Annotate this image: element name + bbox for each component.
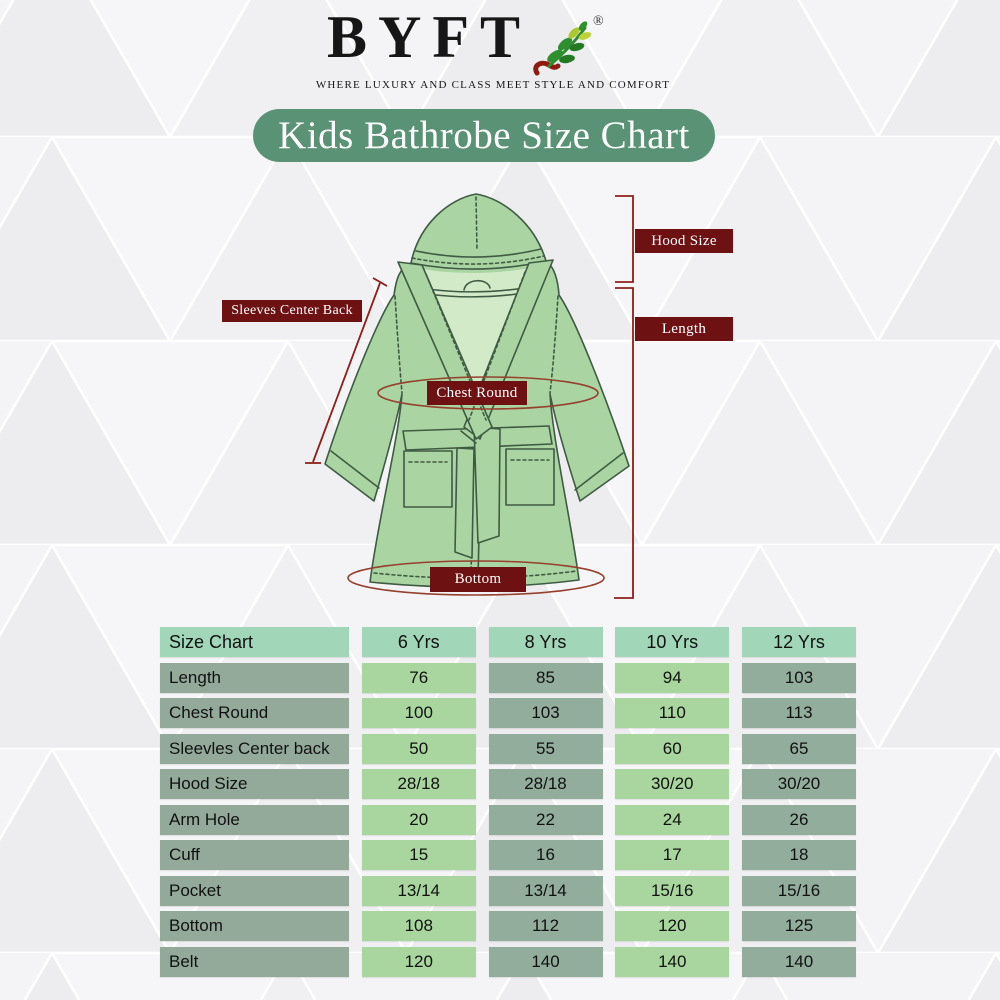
table-value-cell: 100: [361, 698, 476, 728]
chest-round-ellipse: [377, 376, 599, 410]
table-value-cell: 112: [488, 911, 603, 941]
table-value-cell: 120: [615, 911, 730, 941]
sleeves-measure-line: [312, 282, 381, 463]
table-value-cell: 13/14: [488, 875, 603, 906]
table-value-cell: 94: [615, 662, 730, 693]
table-value-cell: 18: [742, 840, 856, 870]
table-value-cell: 17: [615, 840, 730, 870]
label-bottom: Bottom: [430, 567, 526, 592]
brand-tagline: WHERE LUXURY AND CLASS MEET STYLE AND CO…: [315, 79, 671, 91]
table-row-label: Pocket: [160, 875, 349, 906]
table-header: 12 Yrs: [742, 627, 856, 657]
table-header: 8 Yrs: [488, 627, 603, 657]
table-row-label: Length: [160, 662, 349, 693]
table-value-cell: 55: [488, 733, 603, 764]
table-value-cell: 28/18: [361, 769, 476, 799]
leaf-logo-icon: [533, 21, 592, 76]
table-value-cell: 103: [488, 698, 603, 728]
pocket-right: [505, 448, 555, 506]
hanger-loop: [463, 279, 491, 291]
table-header: 6 Yrs: [361, 627, 476, 657]
bathrobe-illustration: [324, 193, 630, 588]
table-value-cell: 110: [615, 698, 730, 728]
table-value-cell: 30/20: [742, 769, 856, 799]
pocket-left: [403, 450, 453, 508]
robe-hood: [410, 193, 547, 270]
table-value-cell: 113: [742, 698, 856, 728]
table-value-cell: 26: [742, 804, 856, 835]
table-value-cell: 140: [742, 946, 856, 977]
table-value-cell: 28/18: [488, 769, 603, 799]
length-bracket: [614, 287, 634, 599]
label-chest-round: Chest Round: [427, 381, 527, 405]
table-value-cell: 20: [361, 804, 476, 835]
measurement-lines: [305, 195, 634, 599]
table-value-cell: 50: [361, 733, 476, 764]
bottom-ellipse: [347, 560, 605, 596]
table-row-label: Chest Round: [160, 698, 349, 728]
table-value-cell: 13/14: [361, 875, 476, 906]
label-length: Length: [635, 317, 733, 341]
table-value-cell: 65: [742, 733, 856, 764]
table-row-label: Belt: [160, 946, 349, 977]
bathrobe-diagram: [305, 193, 634, 599]
belt-tail-left: [454, 447, 475, 559]
belt-tail-right: [473, 426, 501, 544]
table-value-cell: 125: [742, 911, 856, 941]
hood-size-bracket: [615, 195, 634, 283]
table-value-cell: 140: [615, 946, 730, 977]
red-swoosh: [533, 60, 561, 76]
table-header-size-chart: Size Chart: [160, 627, 349, 657]
leaf-stem: [547, 26, 587, 68]
table-header: 10 Yrs: [615, 627, 730, 657]
table-value-cell: 76: [361, 662, 476, 693]
brand-logo: BYFT ®: [327, 4, 604, 76]
table-value-cell: 24: [615, 804, 730, 835]
brand-name: BYFT: [327, 4, 532, 70]
table-value-cell: 22: [488, 804, 603, 835]
table-value-cell: 15/16: [615, 875, 730, 906]
table-row-label: Cuff: [160, 840, 349, 870]
table-value-cell: 140: [488, 946, 603, 977]
table-value-cell: 15/16: [742, 875, 856, 906]
table-value-cell: 120: [361, 946, 476, 977]
table-value-cell: 60: [615, 733, 730, 764]
table-value-cell: 103: [742, 662, 856, 693]
table-row-label: Arm Hole: [160, 804, 349, 835]
table-value-cell: 108: [361, 911, 476, 941]
size-table: Size Chart 6 Yrs 8 Yrs 10 Yrs 12 Yrs Length 76…: [160, 627, 856, 977]
label-hood-size: Hood Size: [635, 229, 733, 253]
label-sleeves-center-back: Sleeves Center Back: [222, 300, 362, 322]
registered-mark: ®: [593, 14, 604, 29]
table-row-label: Bottom: [160, 911, 349, 941]
table-value-cell: 85: [488, 662, 603, 693]
page-title: Kids Bathrobe Size Chart: [253, 109, 715, 162]
table-row-label: Hood Size: [160, 769, 349, 799]
table-value-cell: 30/20: [615, 769, 730, 799]
table-value-cell: 16: [488, 840, 603, 870]
table-value-cell: 15: [361, 840, 476, 870]
table-row-label: Sleevles Center back: [160, 733, 349, 764]
